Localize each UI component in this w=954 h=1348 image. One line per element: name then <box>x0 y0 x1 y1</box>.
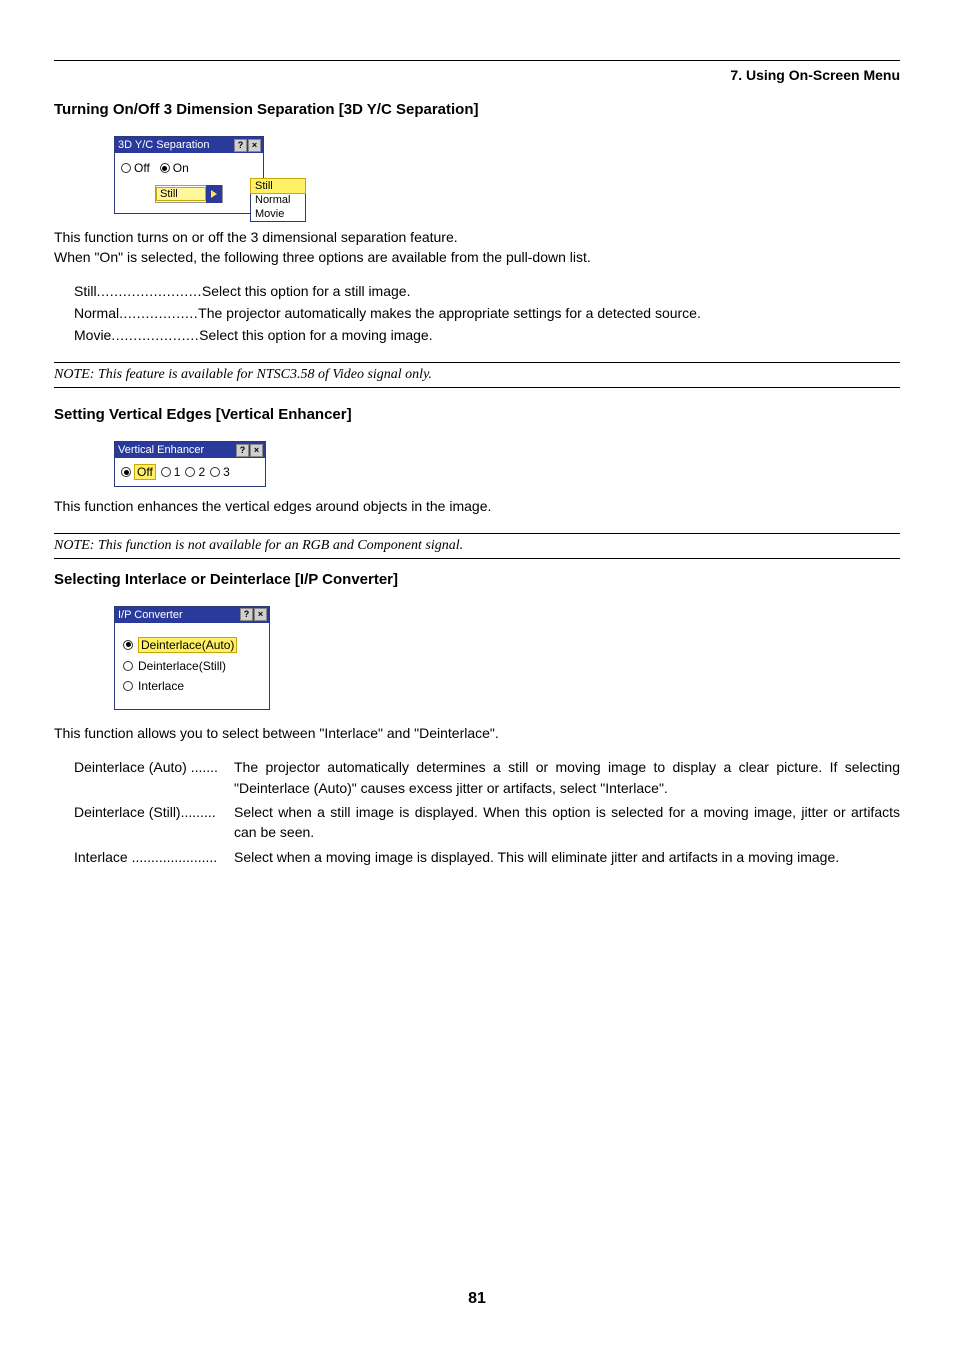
radio-deinterlace-auto[interactable]: Deinterlace(Auto) <box>123 637 261 653</box>
def-movie: Select this option for a moving image. <box>199 325 900 347</box>
list-item: Still ........................ Select th… <box>74 281 900 303</box>
sec2-para: This function enhances the vertical edge… <box>54 497 900 517</box>
chevron-right-icon[interactable] <box>206 185 222 203</box>
radio-1[interactable]: 1 <box>161 465 181 479</box>
sec1-definitions: Still ........................ Select th… <box>74 281 900 346</box>
sec2-note: NOTE: This function is not available for… <box>54 534 900 558</box>
header-rule <box>54 60 900 61</box>
opt-label: Deinterlace(Auto) <box>138 637 237 653</box>
sec3-para: This function allows you to select betwe… <box>54 724 900 744</box>
radio-interlace[interactable]: Interlace <box>123 679 261 693</box>
list-item: Normal .................. The projector … <box>74 303 900 325</box>
def-interlace: Select when a moving image is displayed.… <box>234 847 900 867</box>
radio-on[interactable]: On <box>160 161 189 175</box>
radio-off[interactable]: Off <box>121 464 156 480</box>
sec1-note: NOTE: This feature is available for NTSC… <box>54 363 900 387</box>
radio-3-label: 3 <box>223 465 230 479</box>
dialog-title: 3D Y/C Separation <box>117 139 210 151</box>
radio-off-label: Off <box>134 464 156 480</box>
opt-label: Interlace <box>138 679 184 693</box>
help-icon[interactable]: ? <box>234 139 247 152</box>
dialog-title: I/P Converter <box>117 609 183 621</box>
def-normal: The projector automatically makes the ap… <box>198 303 900 325</box>
dialog-vertical-enhancer: Vertical Enhancer ? × Off 1 2 3 <box>114 441 900 487</box>
list-item: Movie .................... Select this o… <box>74 325 900 347</box>
opt-label: Deinterlace(Still) <box>138 659 226 673</box>
radio-group-levels: Off 1 2 3 <box>121 464 259 480</box>
term-interlace: Interlace ...................... <box>74 847 234 867</box>
close-icon[interactable]: × <box>250 444 263 457</box>
dialog-ip-converter: I/P Converter ? × Deinterlace(Auto) Dein… <box>114 606 900 710</box>
sec1-para: This function turns on or off the 3 dime… <box>54 228 900 267</box>
list-item: Interlace ...................... Select … <box>74 847 900 867</box>
radio-deinterlace-still[interactable]: Deinterlace(Still) <box>123 659 261 673</box>
help-icon[interactable]: ? <box>240 608 253 621</box>
term-deint-still: Deinterlace (Still)......... <box>74 802 234 822</box>
page-number: 81 <box>0 1290 954 1308</box>
note-rule <box>54 387 900 388</box>
radio-1-label: 1 <box>174 465 181 479</box>
leader-dots: ........................ <box>97 281 202 303</box>
radio-2-label: 2 <box>198 465 205 479</box>
radio-2[interactable]: 2 <box>185 465 205 479</box>
def-deint-auto: The projector automatically determines a… <box>234 757 900 798</box>
list-item: Deinterlace (Auto) ....... The projector… <box>74 757 900 798</box>
popup-opt-movie[interactable]: Movie <box>251 207 305 221</box>
term-normal: Normal <box>74 303 119 325</box>
term-movie: Movie <box>74 325 111 347</box>
close-icon[interactable]: × <box>248 139 261 152</box>
def-still: Select this option for a still image. <box>202 281 900 303</box>
radio-on-label: On <box>173 161 189 175</box>
section-heading-vertical: Setting Vertical Edges [Vertical Enhance… <box>54 406 900 423</box>
term-still: Still <box>74 281 97 303</box>
popup-opt-normal[interactable]: Normal <box>251 193 305 207</box>
term-deint-auto: Deinterlace (Auto) ....... <box>74 757 234 777</box>
page-content: 7. Using On-Screen Menu Turning On/Off 3… <box>0 0 954 867</box>
dialog-title: Vertical Enhancer <box>117 444 204 456</box>
help-icon[interactable]: ? <box>236 444 249 457</box>
sec1-para2: When "On" is selected, the following thr… <box>54 249 591 265</box>
popup-opt-still[interactable]: Still <box>250 178 306 194</box>
note-rule <box>54 558 900 559</box>
sec3-definitions: Deinterlace (Auto) ....... The projector… <box>74 757 900 866</box>
dialog-titlebar: I/P Converter ? × <box>115 607 269 623</box>
radio-group-onoff: Off On <box>121 161 257 175</box>
chapter-title: 7. Using On-Screen Menu <box>54 67 900 83</box>
close-icon[interactable]: × <box>254 608 267 621</box>
leader-dots: .................. <box>119 303 198 325</box>
section-heading-ip: Selecting Interlace or Deinterlace [I/P … <box>54 571 900 588</box>
dialog-3dyc: 3D Y/C Separation ? × Off On <box>114 136 900 214</box>
radio-off-label: Off <box>134 161 150 175</box>
section-heading-3dyc: Turning On/Off 3 Dimension Separation [3… <box>54 101 900 118</box>
radio-off[interactable]: Off <box>121 161 150 175</box>
still-select[interactable]: Still <box>155 185 223 203</box>
dialog-titlebar: 3D Y/C Separation ? × <box>115 137 263 153</box>
leader-dots: .................... <box>111 325 199 347</box>
list-item: Deinterlace (Still)......... Select when… <box>74 802 900 843</box>
radio-3[interactable]: 3 <box>210 465 230 479</box>
def-deint-still: Select when a still image is displayed. … <box>234 802 900 843</box>
dialog-titlebar: Vertical Enhancer ? × <box>115 442 265 458</box>
sec1-para1: This function turns on or off the 3 dime… <box>54 229 458 245</box>
select-popup: Still Normal Movie <box>250 178 306 222</box>
select-value: Still <box>156 187 206 201</box>
